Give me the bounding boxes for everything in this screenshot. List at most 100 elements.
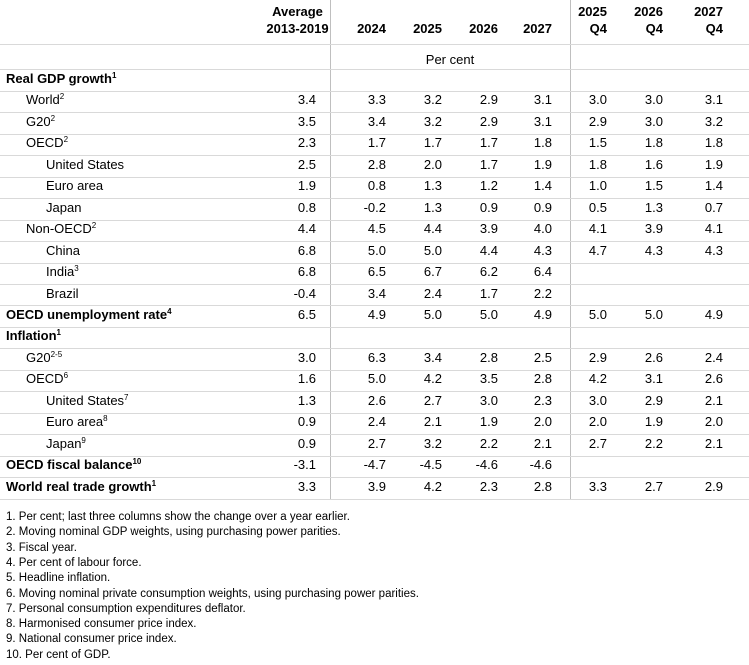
cell-value: 1.7 (479, 285, 498, 301)
cell-value: 2.2 (644, 435, 663, 451)
cell-value: 5.0 (644, 306, 663, 322)
cell-value: 1.6 (297, 371, 316, 387)
cell-value: 1.4 (704, 178, 723, 194)
label-text: Inflation (6, 328, 57, 344)
row-label: Japan (46, 200, 81, 216)
footnote: 2. Moving nominal GDP weights, using pur… (6, 526, 341, 539)
cell-value: 5.0 (423, 242, 442, 258)
cell-value: 4.3 (533, 242, 552, 258)
row-rule (0, 348, 749, 350)
cell-value: 2.9 (704, 478, 723, 494)
cell-value: 4.4 (479, 242, 498, 258)
cell-value: 1.7 (479, 156, 498, 172)
row-rule (0, 455, 749, 457)
footnote: 5. Headline inflation. (6, 572, 111, 585)
cell-value: -0.4 (293, 285, 316, 301)
row-rule (0, 241, 749, 243)
cell-value: 2.7 (423, 392, 442, 408)
cell-value: 3.9 (479, 221, 498, 237)
footnote-ref: 1 (111, 71, 117, 80)
cell-value: 2.9 (644, 392, 663, 408)
footnote: 1. Per cent; last three columns show the… (6, 511, 350, 523)
label-text: United States (46, 156, 125, 172)
cell-value: 6.3 (367, 349, 386, 365)
cell-value: 3.0 (588, 392, 607, 408)
row-label: Euro area8 (46, 414, 108, 430)
cell-value: 4.1 (588, 221, 607, 237)
row-label: World2 (26, 92, 64, 108)
cell-value: 4.4 (297, 221, 316, 237)
cell-value: 3.2 (423, 92, 442, 108)
cell-value: 5.0 (479, 306, 498, 322)
cell-value: 3.4 (423, 349, 442, 365)
cell-value: -4.5 (419, 457, 442, 473)
cell-value: 2.0 (704, 414, 723, 430)
cell-value: 1.3 (297, 392, 316, 408)
row-rule (0, 498, 749, 500)
cell-value: 1.3 (423, 199, 442, 215)
row-label: China (46, 243, 80, 259)
row-label: United States (46, 157, 124, 173)
cell-value: 3.5 (297, 113, 316, 129)
column-header: Q4 (705, 21, 723, 36)
cell-value: 1.3 (423, 178, 442, 194)
cell-value: 1.9 (297, 178, 316, 194)
row-rule (0, 262, 749, 264)
unit-label: Per cent (425, 52, 475, 67)
cell-value: 2.8 (533, 478, 552, 494)
footnote-ref: 8 (103, 414, 108, 424)
cell-value: 2.9 (588, 349, 607, 365)
cell-value: 3.0 (644, 113, 663, 129)
column-header: 2026 (634, 4, 663, 19)
row-rule (0, 434, 749, 436)
cell-value: 4.5 (367, 221, 386, 237)
cell-value: 4.2 (588, 371, 607, 387)
cell-value: 2.0 (423, 156, 442, 172)
footnote-ref: 2 (59, 92, 65, 102)
cell-value: 5.0 (423, 306, 442, 322)
cell-value: 0.8 (367, 178, 386, 194)
cell-value: 3.1 (644, 371, 663, 387)
footnote: 9. National consumer price index. (6, 633, 177, 646)
cell-value: 2.6 (704, 371, 723, 387)
cell-value: 2.9 (479, 92, 498, 108)
row-rule (0, 133, 749, 135)
cell-value: 1.7 (423, 135, 442, 151)
row-rule (0, 176, 749, 178)
row-label: Non-OECD2 (26, 221, 96, 237)
cell-value: 5.0 (588, 306, 607, 322)
cell-value: 3.4 (297, 92, 316, 108)
column-divider (330, 0, 331, 500)
cell-value: 1.8 (644, 135, 663, 151)
cell-value: 1.9 (479, 414, 498, 430)
cell-value: 6.5 (297, 306, 316, 322)
cell-value: 4.9 (533, 306, 552, 322)
row-label: India3 (46, 264, 79, 280)
cell-value: 6.5 (367, 264, 386, 280)
cell-value: 4.9 (367, 306, 386, 322)
row-label: Inflation1 (6, 328, 61, 344)
label-text: Brazil (46, 285, 79, 301)
column-header: 2013-2019 (266, 21, 329, 36)
cell-value: 2.3 (479, 478, 498, 494)
cell-value: 2.3 (533, 392, 552, 408)
cell-value: 3.1 (704, 92, 723, 108)
footnote-ref: 3 (74, 264, 79, 274)
cell-value: 2.0 (533, 414, 552, 430)
row-label: OECD2 (26, 135, 68, 151)
row-rule (0, 198, 749, 200)
cell-value: 3.4 (367, 113, 386, 129)
column-header: 2027 (694, 4, 723, 19)
footnote: 7. Personal consumption expenditures def… (6, 602, 246, 615)
cell-value: 1.8 (704, 135, 723, 151)
cell-value: -4.6 (529, 457, 552, 473)
cell-value: 5.0 (367, 242, 386, 258)
cell-value: 1.9 (533, 156, 552, 172)
footnote-ref: 1 (151, 478, 157, 488)
cell-value: 2.1 (704, 435, 723, 451)
cell-value: 2.3 (297, 135, 316, 151)
row-label: G202-5 (26, 350, 62, 366)
cell-value: 2.4 (704, 349, 723, 365)
column-header: Q4 (589, 21, 607, 36)
cell-value: 3.3 (588, 478, 607, 494)
